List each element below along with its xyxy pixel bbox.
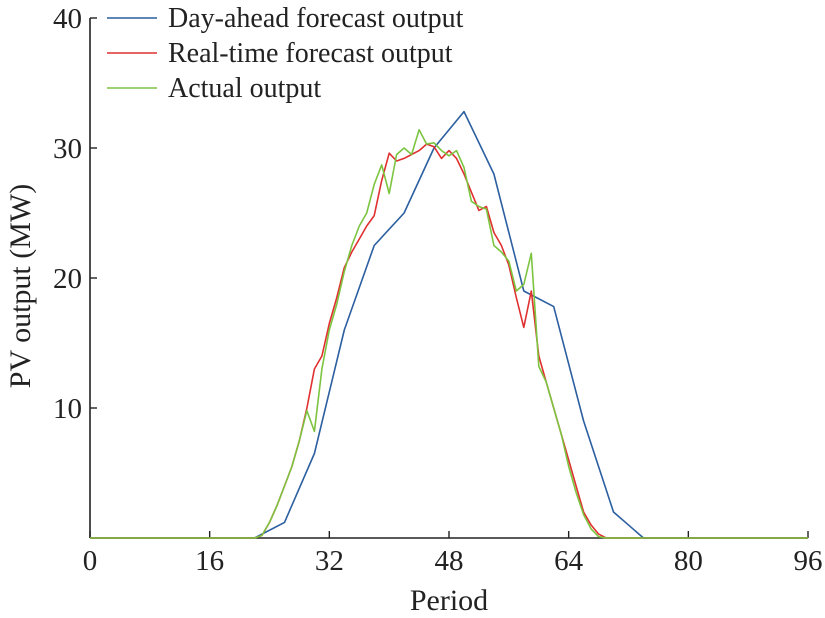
series-lines [90, 110, 808, 539]
legend-label: Actual output [168, 73, 321, 104]
x-axis-label: Period [410, 584, 488, 617]
series-line-1 [90, 110, 808, 539]
legend: Day-ahead forecast output Real-time forec… [107, 3, 464, 104]
axis-ticks: 0 16 32 48 64 80 96 10 20 30 40 [53, 3, 823, 577]
x-tick-label: 64 [554, 545, 584, 577]
y-tick-label: 10 [53, 393, 82, 425]
x-tick-label: 0 [83, 545, 98, 577]
y-tick-label: 20 [53, 263, 82, 295]
x-tick-label: 16 [195, 545, 224, 577]
y-axis-label: PV output (MW) [4, 184, 37, 388]
y-tick-label: 40 [53, 3, 82, 35]
x-tick-label: 48 [435, 545, 464, 577]
x-tick-label: 96 [794, 545, 823, 577]
x-tick-label: 80 [674, 545, 703, 577]
legend-label: Real-time forecast output [168, 38, 453, 69]
series-line-2 [90, 143, 808, 539]
legend-label: Day-ahead forecast output [168, 3, 464, 34]
x-tick-label: 32 [315, 545, 344, 577]
series-line-3 [90, 129, 808, 539]
y-tick-label: 30 [53, 133, 82, 165]
